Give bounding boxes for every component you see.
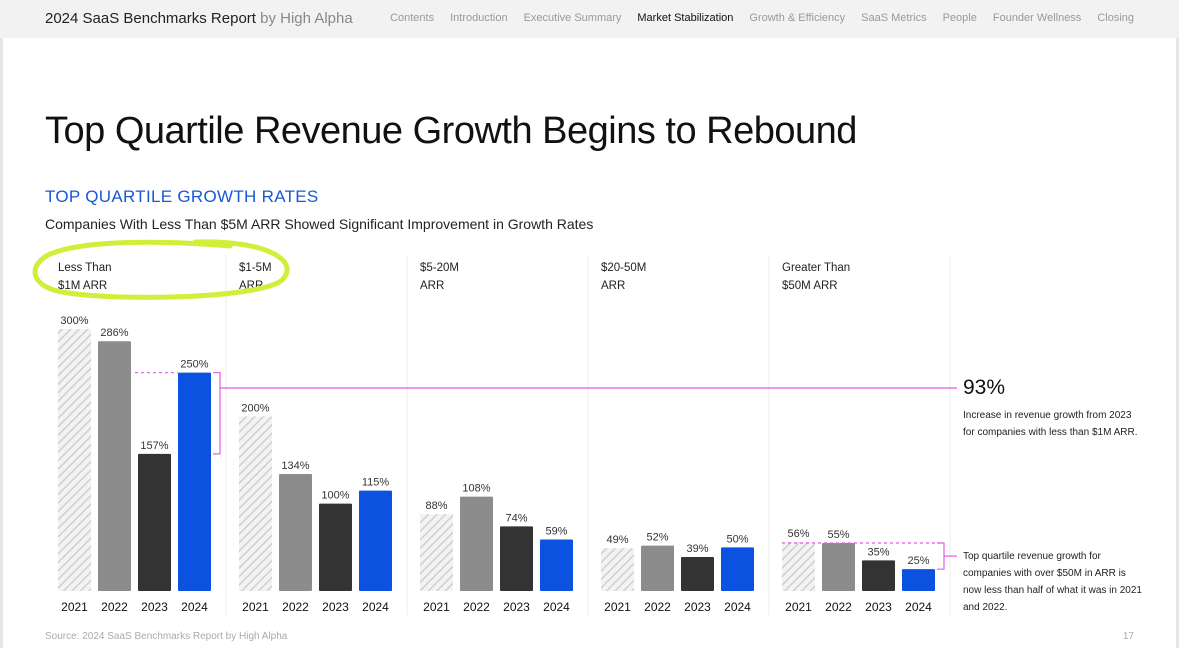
year-tick-label: 2024: [181, 600, 208, 614]
chart-subtitle: TOP QUARTILE GROWTH RATES: [45, 187, 319, 206]
group-label: $1-5M: [239, 262, 272, 274]
bar-value-label: 49%: [606, 534, 628, 546]
nav-item-people[interactable]: People: [942, 12, 977, 24]
bar-value-label: 100%: [321, 490, 349, 502]
bar-value-label: 88%: [425, 500, 447, 512]
bar-value-label: 59%: [545, 525, 567, 537]
bar-value-label: 115%: [362, 477, 390, 489]
bar-2022: [460, 496, 493, 591]
group-label: $5-20M: [420, 262, 459, 274]
annotation-bracket: [213, 372, 221, 455]
bar-2023: [681, 556, 714, 591]
year-tick-label: 2021: [242, 600, 269, 614]
callout-text-large-arr: Top quartile revenue growth for companie…: [963, 551, 1142, 613]
bar-value-label: 56%: [787, 528, 809, 540]
bar-value-label: 300%: [60, 315, 88, 327]
year-tick-label: 2023: [865, 600, 892, 614]
year-tick-label: 2022: [101, 600, 128, 614]
chart-description: Companies With Less Than $5M ARR Showed …: [45, 216, 594, 232]
year-tick-label: 2023: [503, 600, 530, 614]
group-label: $50M ARR: [782, 280, 838, 292]
year-tick-label: 2023: [322, 600, 349, 614]
report-brand[interactable]: 2024 SaaS Benchmarks Report by High Alph…: [45, 10, 353, 27]
year-tick-label: 2022: [825, 600, 852, 614]
bar-2024: [178, 372, 211, 591]
bar-2021: [601, 548, 634, 591]
top-nav-bar: 2024 SaaS Benchmarks Report by High Alph…: [0, 0, 1179, 38]
bar-2024: [540, 539, 573, 591]
year-tick-label: 2024: [905, 600, 932, 614]
group-label: $1M ARR: [58, 280, 107, 292]
bar-value-label: 134%: [281, 460, 309, 472]
bar-2021: [239, 416, 272, 591]
bar-value-label: 286%: [100, 327, 128, 339]
annotation-bracket: [937, 542, 945, 570]
group-label: ARR: [601, 280, 625, 292]
source-note: Source: 2024 SaaS Benchmarks Report by H…: [45, 631, 288, 642]
bar-value-label: 52%: [646, 532, 668, 544]
page-frame-left: [0, 38, 3, 648]
nav-item-growth-efficiency[interactable]: Growth & Efficiency: [749, 12, 846, 24]
page-number: 17: [1122, 631, 1134, 642]
section-nav: Contents Introduction Executive Summary Mar…: [390, 12, 1134, 24]
year-tick-label: 2021: [604, 600, 631, 614]
nav-item-market-stabilization[interactable]: Market Stabilization: [637, 12, 734, 24]
nav-item-founder-wellness[interactable]: Founder Wellness: [992, 12, 1082, 24]
bar-2023: [319, 503, 352, 591]
bar-2021: [782, 542, 815, 591]
group-label: $20-50M: [601, 262, 646, 274]
group-label: Greater Than: [782, 262, 850, 274]
nav-item-introduction[interactable]: Introduction: [450, 12, 508, 24]
bar-2023: [500, 526, 533, 591]
bar-value-label: 157%: [140, 440, 168, 452]
bar-value-label: 74%: [505, 512, 527, 524]
callout-big-value: 93%: [963, 376, 1006, 399]
year-tick-label: 2023: [141, 600, 168, 614]
nav-item-closing[interactable]: Closing: [1097, 12, 1134, 24]
year-tick-label: 2022: [644, 600, 671, 614]
nav-item-contents[interactable]: Contents: [390, 12, 435, 24]
year-tick-label: 2022: [282, 600, 309, 614]
bar-value-label: 108%: [462, 483, 490, 495]
bar-value-label: 25%: [907, 555, 929, 567]
year-tick-label: 2021: [61, 600, 88, 614]
year-tick-label: 2024: [362, 600, 389, 614]
bar-2021: [420, 514, 453, 591]
bar-2024: [902, 569, 935, 591]
group-label: ARR: [420, 280, 444, 292]
bar-2022: [641, 545, 674, 591]
group-label: Less Than: [58, 262, 112, 274]
highlight-ellipse: [32, 239, 290, 300]
bar-value-label: 39%: [686, 543, 708, 555]
bar-value-label: 50%: [726, 533, 748, 545]
bar-value-label: 250%: [180, 359, 208, 371]
year-tick-label: 2023: [684, 600, 711, 614]
bar-2024: [359, 490, 392, 591]
bar-2023: [862, 560, 895, 591]
nav-item-executive-summary[interactable]: Executive Summary: [523, 12, 622, 24]
year-tick-label: 2022: [463, 600, 490, 614]
page-frame-right: [1176, 38, 1179, 648]
bar-value-label: 55%: [827, 529, 849, 541]
brand-byline: by High Alpha: [255, 10, 353, 27]
year-tick-label: 2024: [724, 600, 751, 614]
bar-value-label: 35%: [867, 546, 889, 558]
callout-text-small-arr: Increase in revenue growth from 2023 for…: [963, 410, 1138, 438]
bar-2024: [721, 547, 754, 591]
page-title: Top Quartile Revenue Growth Begins to Re…: [45, 110, 857, 152]
brand-title: 2024 SaaS Benchmarks Report: [45, 10, 256, 27]
bar-2021: [58, 329, 91, 591]
nav-item-saas-metrics[interactable]: SaaS Metrics: [861, 12, 927, 24]
bar-2023: [138, 453, 171, 591]
bar-2022: [98, 341, 131, 591]
year-tick-label: 2021: [423, 600, 450, 614]
bar-2022: [822, 542, 855, 591]
year-tick-label: 2024: [543, 600, 570, 614]
bar-value-label: 200%: [241, 402, 269, 414]
bar-2022: [279, 473, 312, 591]
year-tick-label: 2021: [785, 600, 812, 614]
